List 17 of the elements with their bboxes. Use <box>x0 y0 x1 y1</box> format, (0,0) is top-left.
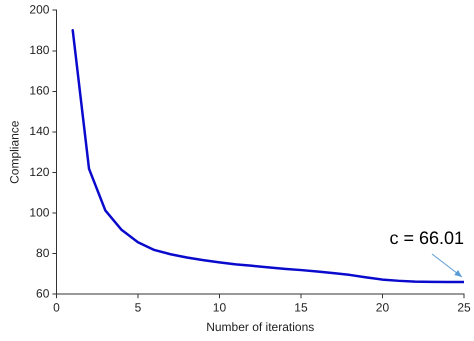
x-tick-label: 25 <box>457 300 471 315</box>
y-tick-label: 80 <box>36 246 50 260</box>
y-tick-label: 200 <box>29 2 50 17</box>
annotation: c = 66.01 <box>389 228 464 248</box>
y-tick-label: 140 <box>29 124 50 138</box>
x-tick-label: 10 <box>212 300 226 315</box>
y-tick-label: 120 <box>29 164 50 179</box>
x-tick-label: 0 <box>53 300 60 315</box>
y-tick-label: 180 <box>29 43 50 58</box>
x-tick-label: 5 <box>134 300 142 315</box>
y-tick-label: 160 <box>29 84 50 98</box>
x-tick-label: 15 <box>294 300 308 315</box>
y-tick-label: 100 <box>29 205 50 220</box>
y-tick-label: 60 <box>36 286 50 301</box>
y-axis-title: Compliance <box>8 120 22 184</box>
x-axis-title: Number of iterations <box>206 320 314 334</box>
x-tick-label: 20 <box>376 300 390 315</box>
